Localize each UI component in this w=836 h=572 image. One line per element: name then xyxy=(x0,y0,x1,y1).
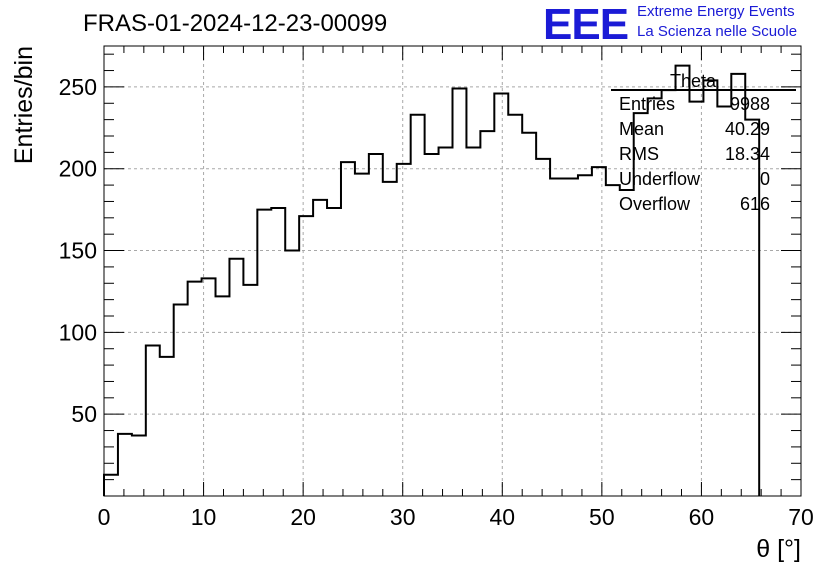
y-tick-label: 150 xyxy=(59,238,97,264)
histogram-series xyxy=(103,64,761,496)
stats-value: 0 xyxy=(760,169,770,189)
y-tick-label: 200 xyxy=(59,156,97,182)
x-tick-label: 40 xyxy=(489,504,515,530)
stats-label: Overflow xyxy=(619,194,691,214)
stats-value: 9988 xyxy=(730,94,770,114)
eee-logo-text: Extreme Energy Events La Scienza nelle S… xyxy=(637,2,797,42)
stats-value: 616 xyxy=(740,194,770,214)
x-axis-title: θ [°] xyxy=(756,535,801,563)
plot-frame xyxy=(103,45,802,497)
stats-name: Theta xyxy=(670,71,717,91)
stats-label: Underflow xyxy=(619,169,701,189)
x-tick-label: 50 xyxy=(589,504,615,530)
x-tick-label: 70 xyxy=(788,504,814,530)
stats-label: Mean xyxy=(619,119,664,139)
y-tick-label: 100 xyxy=(59,319,97,345)
x-tick-label: 60 xyxy=(689,504,715,530)
y-tick-label: 250 xyxy=(59,74,97,100)
stats-value: 40.29 xyxy=(725,119,770,139)
stats-label: Entries xyxy=(619,94,675,114)
y-tick-label: 50 xyxy=(71,401,97,427)
stats-value: 18.34 xyxy=(725,144,770,164)
y-axis-title: Entries/bin xyxy=(10,46,38,164)
stats-label: RMS xyxy=(619,144,659,164)
eee-logo: EEE xyxy=(543,0,629,49)
x-tick-label: 30 xyxy=(390,504,416,530)
x-tick-label: 0 xyxy=(98,504,111,530)
logo-line-1: Extreme Energy Events xyxy=(637,3,795,20)
chart-title: FRAS-01-2024-12-23-00099 xyxy=(83,10,388,37)
x-tick-label: 20 xyxy=(290,504,316,530)
logo-line-2: La Scienza nelle Scuole xyxy=(637,23,798,40)
x-tick-label: 10 xyxy=(191,504,217,530)
